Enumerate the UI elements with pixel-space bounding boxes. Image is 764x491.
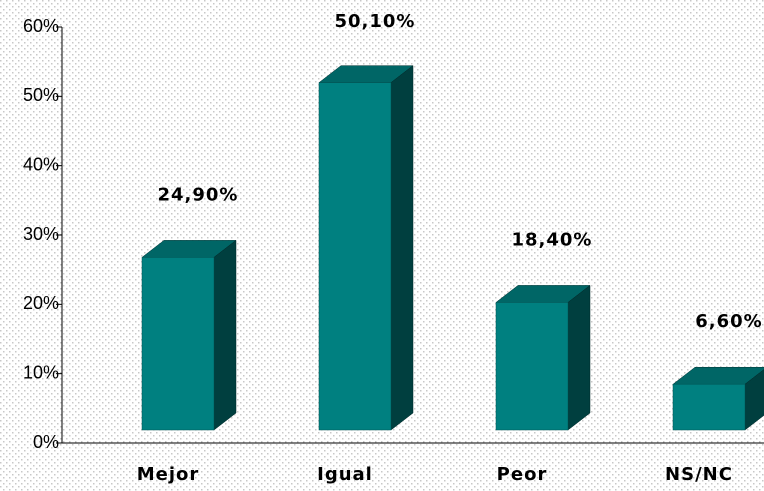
- x-tick-label: NS/NC: [665, 464, 733, 485]
- y-tick-label: 40%: [23, 154, 59, 174]
- bar-side: [390, 65, 414, 431]
- y-tick-label: 20%: [23, 293, 59, 313]
- value-label: 18,40%: [512, 229, 593, 250]
- bar: [495, 302, 569, 431]
- y-tick-label: 50%: [23, 85, 59, 105]
- bar: [318, 82, 392, 431]
- bar: [672, 383, 746, 431]
- y-tick-label: 10%: [23, 362, 59, 382]
- value-label: 50,10%: [335, 11, 416, 32]
- bar-side: [567, 284, 591, 431]
- y-tick-label: 60%: [23, 16, 59, 36]
- bar-side: [213, 239, 237, 431]
- x-tick-label: Igual: [317, 464, 373, 485]
- x-tick-label: Peor: [497, 464, 548, 485]
- y-tick-label: 30%: [23, 224, 59, 244]
- y-tick-label: 0%: [33, 432, 59, 452]
- value-label: 24,90%: [158, 184, 239, 205]
- bar: [141, 257, 215, 431]
- x-tick-label: Mejor: [137, 464, 200, 485]
- value-label: 6,60%: [695, 311, 762, 332]
